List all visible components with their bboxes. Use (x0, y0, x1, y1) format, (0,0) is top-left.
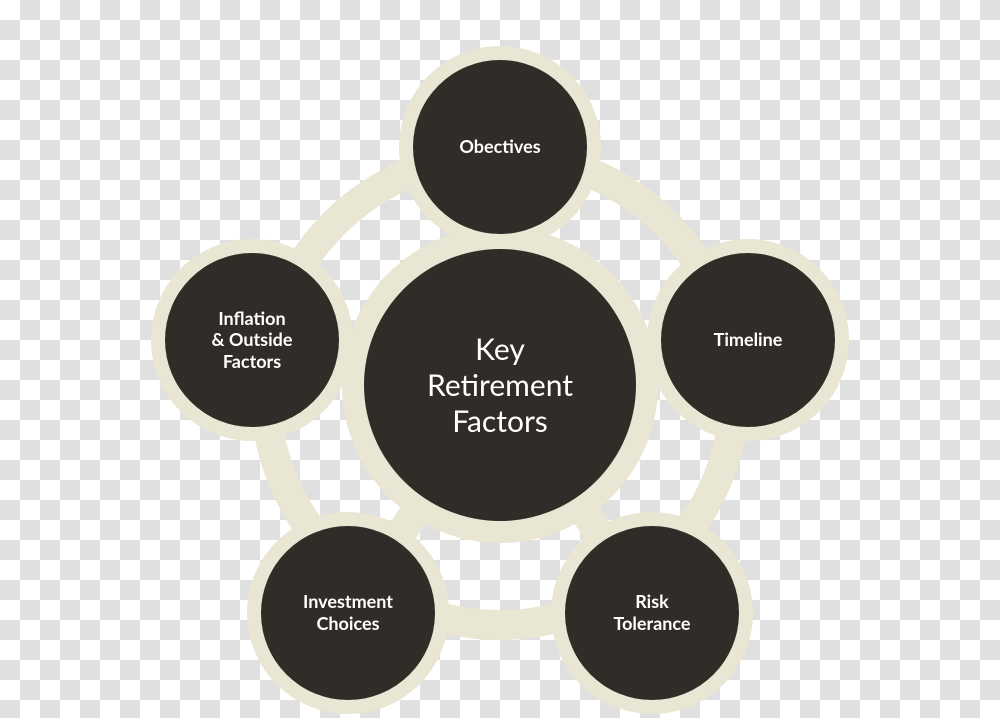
node-label-inflation: Inflation & Outside Factors (204, 308, 301, 373)
node-label-center: Key Retirement Factors (419, 331, 581, 439)
node-center: Key Retirement Factors (364, 249, 636, 521)
node-label-investment: Investment Choices (295, 591, 401, 634)
node-label-timeline: Timeline (706, 329, 791, 351)
node-timeline: Timeline (661, 253, 835, 427)
node-inflation: Inflation & Outside Factors (165, 253, 339, 427)
node-risk: Risk Tolerance (565, 526, 739, 700)
node-objectives: Obectives (413, 60, 587, 234)
node-label-objectives: Obectives (451, 136, 548, 158)
diagram-stage: Key Retirement Factors Obectives Timeline R… (0, 0, 1000, 718)
node-investment: Investment Choices (261, 526, 435, 700)
node-label-risk: Risk Tolerance (605, 591, 698, 634)
